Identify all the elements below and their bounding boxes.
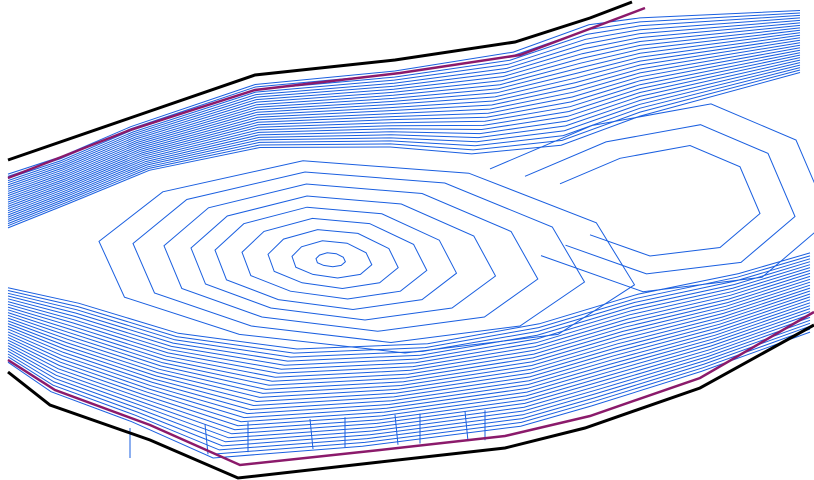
contour-upper-18 [7, 52, 801, 212]
contour-lower-16 [7, 296, 811, 411]
contour-upper-22 [7, 62, 801, 220]
contour-upper-20 [7, 57, 801, 216]
contour-upper-15 [7, 44, 801, 205]
contour-upper-19 [7, 54, 801, 214]
outer-boundary-south [7, 323, 814, 480]
contour-lower-10 [7, 278, 811, 386]
contour-upper-8 [7, 27, 801, 190]
contour-lobe-3 [489, 103, 814, 293]
contour-upper-16 [7, 47, 801, 207]
contour-ring-2 [291, 240, 373, 279]
edge-tick-6 [394, 414, 399, 445]
contour-lower-21 [7, 311, 811, 431]
contour-upper-11 [7, 34, 801, 197]
contour-upper-26 [7, 72, 801, 229]
contour-lower-14 [7, 290, 811, 403]
contour-ring-1 [315, 252, 347, 268]
contour-lower-24 [7, 319, 811, 443]
contour-ring-3 [267, 229, 399, 290]
contour-lower-17 [7, 299, 811, 415]
contour-lower-12 [7, 284, 811, 394]
contour-ring-5 [214, 206, 458, 311]
contour-upper-24 [7, 67, 801, 225]
contour-ring-6 [190, 195, 497, 321]
contour-lower-26 [7, 325, 811, 451]
contour-lower-2 [7, 255, 811, 354]
contour-lobe-2 [524, 124, 796, 275]
contour-upper-5 [7, 19, 801, 184]
inner-boundary-north [7, 6, 646, 180]
contour-upper-3 [7, 14, 801, 179]
contour-lower-3 [7, 258, 811, 358]
contour-lower-25 [7, 322, 811, 447]
boundaries-group [7, 0, 814, 480]
contour-ring-4 [241, 217, 428, 300]
contour-upper-6 [7, 22, 801, 186]
contour-ring-7 [163, 183, 539, 332]
contour-lower-5 [7, 264, 811, 366]
contour-lobe-1 [559, 144, 761, 257]
contour-upper-7 [7, 24, 801, 188]
contour-upper-4 [7, 17, 801, 182]
contour-upper-17 [7, 49, 801, 209]
contour-lines-group [7, 10, 814, 459]
contour-lower-13 [7, 287, 811, 398]
contour-lower-20 [7, 308, 811, 427]
contour-lower-4 [7, 261, 811, 362]
contour-upper-12 [7, 37, 801, 199]
edge-tick-8 [464, 411, 469, 442]
contour-lower-7 [7, 270, 811, 374]
contour-lower-6 [7, 267, 811, 370]
contour-lower-9 [7, 275, 811, 382]
contour-lower-28 [7, 331, 811, 459]
contour-upper-10 [7, 32, 801, 194]
outer-boundary-north [7, 0, 633, 162]
contour-lower-15 [7, 293, 811, 407]
contour-lower-23 [7, 316, 811, 439]
contour-lower-8 [7, 272, 811, 378]
contour-upper-13 [7, 39, 801, 201]
contour-lower-22 [7, 314, 811, 435]
contour-lower-19 [7, 305, 811, 423]
contour-upper-23 [7, 64, 801, 222]
contour-upper-9 [7, 29, 801, 192]
contour-upper-14 [7, 42, 801, 203]
inner-boundary-south [7, 310, 814, 467]
contour-lower-11 [7, 281, 811, 390]
contour-lower-18 [7, 302, 811, 419]
contour-lower-1 [7, 252, 811, 350]
contour-ring-9 [98, 160, 636, 354]
edge-ticks-group [129, 410, 486, 458]
contour-upper-1 [7, 10, 801, 175]
contour-upper-21 [7, 59, 801, 218]
contour-ring-8 [132, 171, 586, 344]
edge-tick-4 [309, 418, 314, 450]
